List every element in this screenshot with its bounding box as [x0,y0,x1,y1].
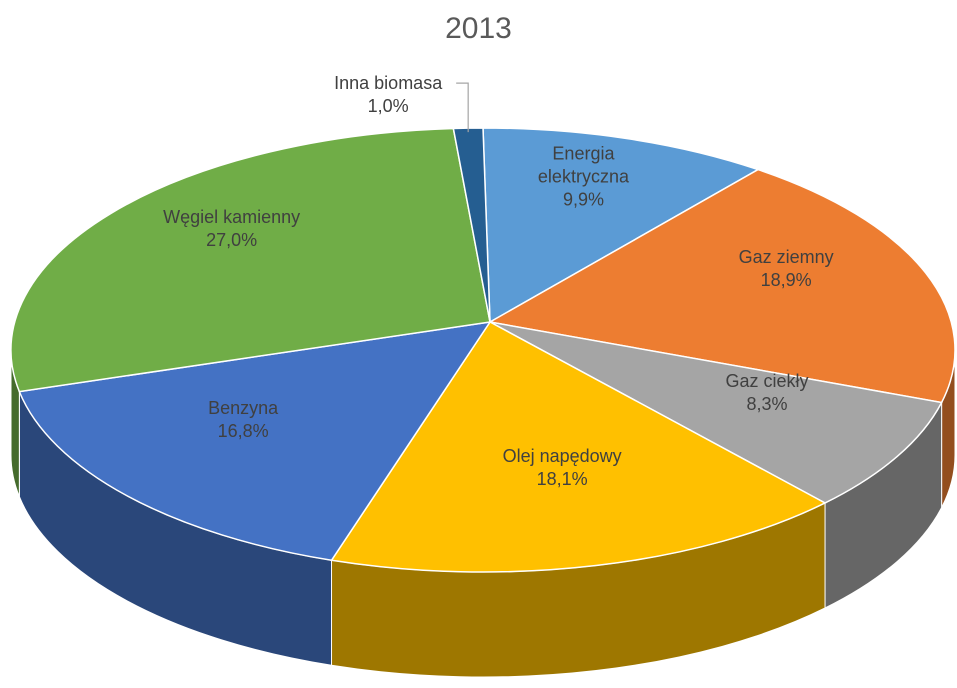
slice [10,127,491,393]
data-label: Gaz ciekły 8,3% [712,370,822,416]
data-label: Gaz ziemny 18,9% [686,246,886,292]
category-label: Benzyna [208,398,279,419]
slice [18,321,492,562]
category-label: Inna biomasa [334,73,443,94]
value-label: 18,1% [536,468,588,489]
category-label: Olej napędowy [502,445,622,466]
value-label: 18,9% [760,269,812,290]
data-label: Energia elektryczna 9,9% [528,143,638,212]
data-label: Węgiel kamienny 27,0% [132,206,332,252]
value-label: 27,0% [206,229,258,250]
chart-title: 2013 [445,12,512,45]
category-label: Energia elektryczna [537,143,629,187]
value-label: 8,3% [746,394,788,415]
slice [487,168,956,404]
slice [489,321,943,504]
category-label: Gaz ziemny [738,246,834,267]
data-label: Inna biomasa 1,0% [334,72,442,118]
value-label: 9,9% [562,189,604,210]
slice [482,127,760,324]
category-label: Gaz ciekły [725,371,809,392]
category-label: Węgiel kamienny [163,206,301,227]
data-label: Olej napędowy 18,1% [462,445,662,491]
slice [330,321,827,573]
value-label: 1,0% [367,96,409,117]
leader-line [456,82,469,133]
data-label: Benzyna 16,8% [143,397,343,443]
value-label: 16,8% [217,421,269,442]
